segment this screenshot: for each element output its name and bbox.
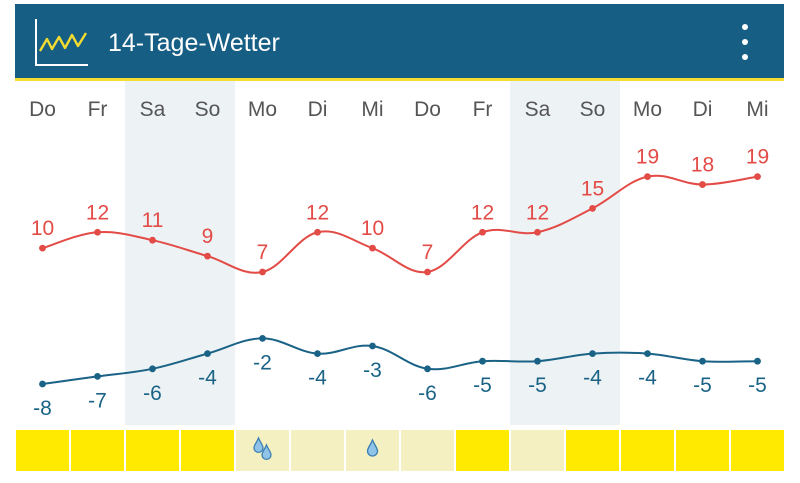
max-temp-data-label: 12 [471, 201, 494, 224]
max-temp-point [479, 228, 486, 236]
max-temp-point [699, 181, 706, 188]
max-temp-point [314, 228, 321, 236]
app-header: 14-Tage-Wetter [15, 4, 784, 78]
day-label: Mo [248, 98, 277, 121]
day-label: Di [308, 98, 328, 121]
min-temp-data-label: -8 [33, 397, 52, 420]
max-temp-point [754, 173, 761, 181]
min-temp-point [39, 380, 46, 388]
min-temp-data-label: -5 [693, 374, 712, 397]
max-temp-data-label: 12 [86, 201, 109, 224]
max-temp-point [149, 236, 156, 244]
weekend-column [510, 81, 565, 425]
min-temp-point [754, 357, 761, 365]
max-temp-point [644, 173, 651, 181]
min-temp-point [699, 357, 706, 365]
min-temp-point [369, 342, 376, 350]
min-temp-line [42, 337, 758, 385]
min-temp-data-label: -2 [253, 351, 272, 374]
precipitation-cell [676, 430, 729, 471]
min-temp-point [204, 350, 211, 357]
chart-line-icon [35, 19, 88, 66]
raindrop-icon [366, 438, 379, 457]
max-temp-data-label: 12 [306, 201, 329, 224]
precipitation-cell [511, 430, 564, 471]
max-temp-point [424, 268, 431, 276]
min-temp-point [589, 350, 596, 357]
day-label: Fr [473, 98, 493, 121]
max-temp-data-label: 18 [691, 154, 714, 177]
header-accent-line [15, 78, 784, 81]
max-temp-point [94, 228, 101, 236]
min-temp-data-label: -5 [473, 374, 492, 397]
min-temp-data-label: -6 [418, 382, 437, 405]
min-temp-point [644, 350, 651, 357]
max-temp-point [589, 205, 596, 212]
max-temp-data-label: 7 [257, 241, 269, 264]
min-temp-point [259, 335, 266, 342]
raindrop-icon [253, 436, 264, 454]
day-label: So [580, 98, 606, 121]
max-temp-data-label: 7 [422, 241, 434, 264]
precipitation-cell [71, 430, 124, 471]
precipitation-cell [731, 430, 784, 471]
min-temp-data-label: -7 [88, 389, 107, 412]
min-temp-data-label: -4 [198, 367, 217, 390]
day-label: So [195, 98, 221, 121]
min-temp-point [314, 350, 321, 357]
max-temp-data-label: 10 [361, 217, 384, 240]
precipitation-cell [16, 430, 69, 471]
max-temp-data-label: 10 [31, 217, 54, 240]
max-temp-point [204, 252, 211, 260]
max-temp-data-label: 9 [202, 225, 214, 248]
max-temp-point [259, 268, 266, 276]
more-vert-icon[interactable] [733, 22, 757, 62]
forecast-card: Do Fr Sa So Mo Di Mi Do Fr Sa So Mo Di Mi 10 12 11 9 7 12 10… [15, 4, 784, 474]
min-temp-point [534, 357, 541, 365]
precipitation-cell [566, 430, 619, 471]
min-temp-point [94, 373, 101, 380]
day-label: Mi [361, 98, 383, 121]
max-temp-point [369, 244, 376, 252]
min-temp-point [479, 357, 486, 365]
day-label: Do [414, 98, 441, 121]
precipitation-cell [621, 430, 674, 471]
min-temp-point [149, 365, 156, 373]
day-label: Fr [88, 98, 108, 121]
day-label: Mo [633, 98, 662, 121]
max-temp-data-label: 19 [746, 146, 769, 169]
weekend-column [125, 81, 180, 425]
raindrop-icon [261, 443, 272, 461]
precipitation-cell [181, 430, 234, 471]
day-label: Di [693, 98, 713, 121]
min-temp-data-label: -3 [363, 359, 382, 382]
min-temp-data-label: -5 [748, 374, 767, 397]
max-temp-point [534, 228, 541, 236]
day-label: Sa [140, 98, 166, 121]
min-temp-data-label: -6 [143, 382, 162, 405]
max-temp-data-label: 19 [636, 146, 659, 169]
min-temp-data-label: -4 [583, 367, 602, 390]
precipitation-cell [401, 430, 454, 471]
day-label: Mi [746, 98, 768, 121]
max-temp-point [39, 244, 46, 252]
min-temp-data-label: -4 [308, 367, 327, 390]
max-temp-line [42, 174, 758, 274]
precipitation-cell [456, 430, 509, 471]
max-temp-data-label: 15 [581, 177, 604, 200]
temperature-chart: Do Fr Sa So Mo Di Mi Do Fr Sa So Mo Di Mi 10 12 11 9 7 12 10… [16, 81, 784, 471]
page-title: 14-Tage-Wetter [108, 29, 280, 57]
min-temp-data-label: -4 [638, 367, 657, 390]
weekend-column [565, 81, 620, 425]
precipitation-cell [291, 430, 344, 471]
max-temp-data-label: 12 [526, 201, 549, 224]
min-temp-point [424, 365, 431, 373]
min-temp-data-label: -5 [528, 374, 547, 397]
precipitation-cell [126, 430, 179, 471]
day-label: Sa [525, 98, 551, 121]
day-label: Do [29, 98, 56, 121]
max-temp-data-label: 11 [142, 209, 164, 232]
